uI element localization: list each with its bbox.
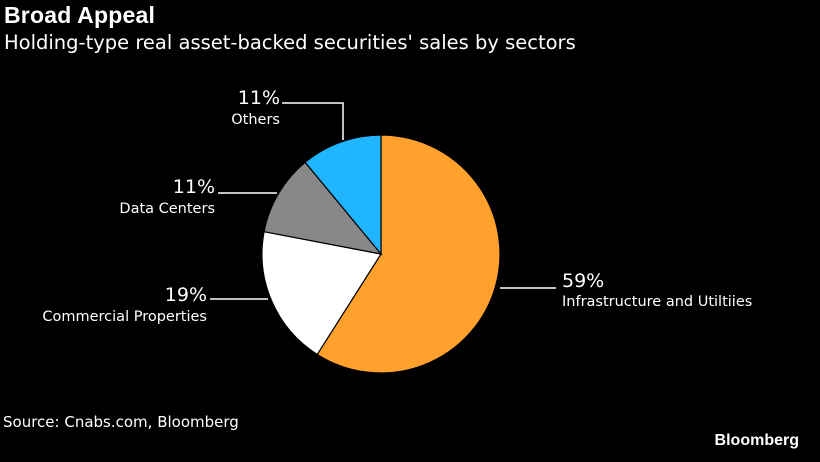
source-note: Source: Cnabs.com, Bloomberg <box>3 413 239 431</box>
pie-slice-commercial-properties <box>261 231 382 356</box>
pie-slice-data-centers <box>263 161 383 255</box>
slice-percent-label: 11% <box>238 87 280 109</box>
slice-category-label: Data Centers <box>119 201 215 217</box>
slice-category-label: Commercial Properties <box>42 309 207 325</box>
chart-subtitle: Holding-type real asset-backed securitie… <box>4 31 576 54</box>
pie-slices <box>261 134 501 374</box>
pie-slice-infrastructure-and-utiltiies <box>316 134 501 374</box>
slice-percent-label: 19% <box>165 284 207 306</box>
pie-labels: 59% Infrastructure and Utiltiies 19% Commer… <box>42 87 752 325</box>
slice-percent-label: 59% <box>562 270 604 292</box>
bloomberg-logo: Bloomberg <box>714 432 799 449</box>
pie-slice-others <box>304 134 382 256</box>
leader-line <box>282 102 344 140</box>
slice-category-label: Infrastructure and Utiltiies <box>562 294 752 310</box>
slice-percent-label: 11% <box>173 176 215 198</box>
slice-category-label: Others <box>231 112 280 128</box>
chart-title: Broad Appeal <box>4 2 156 28</box>
